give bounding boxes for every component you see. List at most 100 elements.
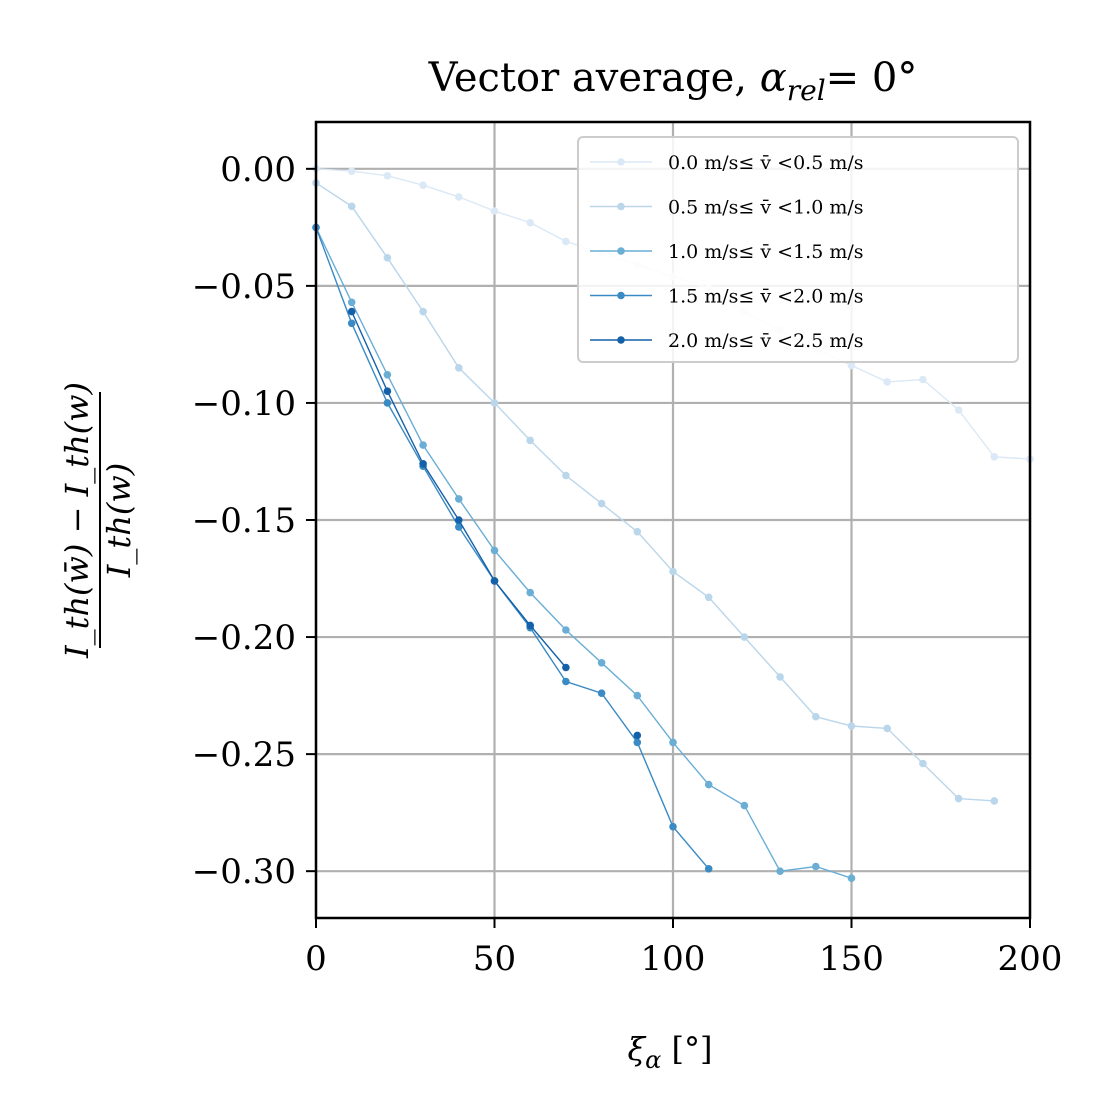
data-point bbox=[776, 673, 784, 681]
legend-marker bbox=[617, 291, 625, 300]
x-tick-label: 200 bbox=[998, 939, 1063, 979]
data-point bbox=[633, 527, 642, 536]
chart-title: Vector average, αrel= 0° bbox=[428, 55, 918, 107]
data-point bbox=[455, 364, 463, 372]
data-point bbox=[562, 626, 570, 634]
data-point bbox=[526, 436, 534, 445]
data-point bbox=[812, 862, 820, 871]
legend-entry: 2.0 m/s≤ v̄ <2.5 m/s bbox=[590, 330, 864, 352]
series-line bbox=[315, 182, 995, 802]
data-point bbox=[562, 471, 570, 480]
data-point bbox=[347, 307, 356, 316]
data-point bbox=[597, 689, 606, 697]
data-point bbox=[490, 399, 499, 407]
data-point bbox=[776, 867, 784, 875]
data-point bbox=[347, 167, 356, 175]
legend-label: 0.5 m/s≤ v̄ <1.0 m/s bbox=[668, 197, 864, 219]
x-tick-label: 150 bbox=[819, 939, 884, 979]
data-point bbox=[455, 516, 463, 524]
data-point bbox=[490, 207, 499, 215]
data-point bbox=[562, 677, 570, 686]
data-point bbox=[526, 621, 534, 630]
legend-entry: 0.0 m/s≤ v̄ <0.5 m/s bbox=[590, 152, 864, 174]
data-point bbox=[490, 577, 499, 585]
legend-marker bbox=[617, 158, 625, 166]
y-axis-label-denominator: I_th(w) bbox=[100, 463, 138, 578]
data-point bbox=[419, 460, 427, 468]
legend-label: 0.0 m/s≤ v̄ <0.5 m/s bbox=[668, 152, 864, 174]
data-point bbox=[347, 202, 356, 211]
series-5 bbox=[347, 307, 642, 740]
legend-marker bbox=[617, 202, 625, 211]
axis-ticks: 0 50 100 150 200 0.00 −0.05 −0.10 −0.15 −0.20 −0.2… bbox=[192, 150, 1063, 979]
data-point bbox=[419, 441, 427, 449]
data-point bbox=[383, 387, 392, 396]
y-axis-label: I_th(w̄) − I_th(w) I_th(w) bbox=[58, 382, 138, 659]
data-point bbox=[669, 567, 677, 576]
legend-marker bbox=[617, 247, 625, 255]
legend-box bbox=[577, 136, 1019, 363]
data-point bbox=[740, 801, 749, 810]
data-point bbox=[633, 691, 642, 700]
plot-series bbox=[312, 165, 1034, 882]
legend-label: 1.0 m/s≤ v̄ <1.5 m/s bbox=[668, 241, 864, 263]
legend-label: 2.0 m/s≤ v̄ <2.5 m/s bbox=[668, 330, 864, 352]
data-point bbox=[740, 633, 749, 641]
x-axis-label: ξα [°] bbox=[628, 1030, 713, 1074]
data-point bbox=[847, 722, 856, 730]
data-point bbox=[990, 797, 999, 805]
data-point bbox=[597, 659, 606, 667]
data-point bbox=[383, 172, 392, 180]
legend-marker bbox=[617, 336, 625, 344]
data-point bbox=[455, 523, 463, 531]
data-point bbox=[526, 588, 534, 597]
data-point bbox=[419, 181, 427, 189]
data-point bbox=[954, 794, 963, 803]
y-tick-label: −0.05 bbox=[192, 267, 296, 307]
data-point bbox=[490, 546, 499, 555]
data-point bbox=[383, 371, 392, 379]
legend: 0.0 m/s≤ v̄ <0.5 m/s 0.5 m/s≤ v̄ <1.0 m/s… bbox=[577, 136, 1019, 363]
legend-entry: 0.5 m/s≤ v̄ <1.0 m/s bbox=[590, 197, 864, 219]
data-point bbox=[847, 874, 856, 882]
data-point bbox=[704, 865, 713, 873]
x-tick-label: 0 bbox=[305, 939, 327, 979]
y-tick-label: −0.20 bbox=[192, 618, 296, 658]
data-point bbox=[419, 307, 427, 316]
series-2 bbox=[312, 179, 999, 805]
x-tick-label: 100 bbox=[641, 939, 706, 979]
legend-label: 1.5 m/s≤ v̄ <2.0 m/s bbox=[668, 286, 864, 308]
data-point bbox=[455, 495, 463, 503]
data-point bbox=[812, 712, 820, 721]
data-point bbox=[919, 759, 927, 768]
data-point bbox=[883, 724, 891, 733]
data-point bbox=[669, 738, 677, 747]
data-point bbox=[847, 361, 856, 370]
legend-entry: 1.0 m/s≤ v̄ <1.5 m/s bbox=[590, 241, 864, 263]
y-tick-label: −0.30 bbox=[192, 852, 296, 892]
data-point bbox=[990, 453, 999, 461]
y-tick-label: 0.00 bbox=[220, 150, 296, 190]
data-point bbox=[383, 253, 392, 262]
y-axis-label-numerator: I_th(w̄) − I_th(w) bbox=[58, 382, 96, 659]
data-point bbox=[704, 780, 713, 789]
x-tick-label: 50 bbox=[473, 939, 516, 979]
data-point bbox=[883, 378, 891, 386]
series-line bbox=[315, 227, 710, 870]
data-point bbox=[562, 663, 570, 672]
series-line bbox=[315, 227, 852, 879]
data-point bbox=[383, 399, 392, 407]
y-tick-label: −0.25 bbox=[192, 735, 296, 775]
data-point bbox=[633, 738, 642, 747]
data-point bbox=[633, 731, 642, 740]
data-point bbox=[954, 406, 963, 414]
data-point bbox=[597, 499, 606, 508]
data-point bbox=[347, 319, 356, 328]
legend-entry: 1.5 m/s≤ v̄ <2.0 m/s bbox=[590, 286, 864, 308]
data-point bbox=[919, 375, 927, 384]
y-tick-label: −0.15 bbox=[192, 501, 296, 541]
data-point bbox=[455, 193, 463, 201]
data-point bbox=[669, 822, 677, 831]
data-point bbox=[347, 298, 356, 307]
